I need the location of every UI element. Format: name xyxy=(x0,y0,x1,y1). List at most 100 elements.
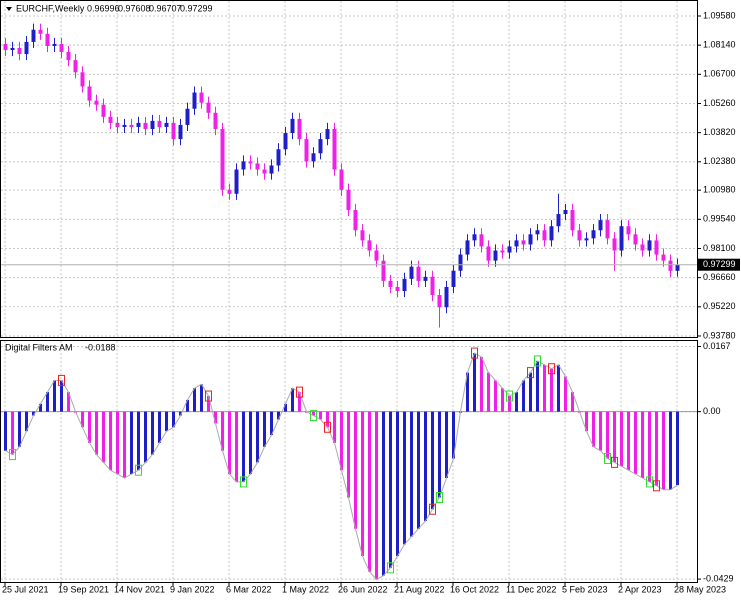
histogram-bar xyxy=(410,411,413,537)
menu-arrow xyxy=(6,7,12,11)
histogram-bar xyxy=(389,411,392,568)
histogram-bar xyxy=(466,372,469,412)
histogram-bar xyxy=(25,411,28,432)
candle-body xyxy=(668,260,673,271)
histogram-bar xyxy=(536,360,539,412)
x-tick-label: 6 Mar 2022 xyxy=(226,584,272,594)
histogram-bar xyxy=(102,411,105,463)
histogram-bar xyxy=(67,392,70,412)
histogram-bar xyxy=(599,411,602,451)
candle-body xyxy=(311,153,316,162)
histogram-bar xyxy=(375,411,378,580)
candle-body xyxy=(395,286,400,292)
candle-body xyxy=(66,52,71,61)
histogram-bar xyxy=(494,380,497,412)
candle-body xyxy=(507,246,512,253)
histogram-bar xyxy=(81,411,84,428)
histogram-bar xyxy=(613,411,616,463)
sell-signal xyxy=(324,421,331,433)
candle-body xyxy=(101,104,106,117)
histogram-bar xyxy=(452,411,455,459)
sell-signal xyxy=(527,367,534,379)
current-price-label: 0.97299 xyxy=(703,259,736,269)
buy-signal xyxy=(436,492,443,504)
candle-body xyxy=(164,122,169,127)
histogram-bar xyxy=(165,411,168,432)
candle-body xyxy=(367,240,372,251)
sell-signal xyxy=(548,363,555,375)
y-tick-label: 1.03820 xyxy=(703,127,736,137)
histogram-bar xyxy=(340,411,343,471)
y-tick-label: 0.99540 xyxy=(703,214,736,224)
histogram-bar xyxy=(326,411,329,428)
candle-body xyxy=(605,220,610,239)
candle-body xyxy=(262,169,267,174)
histogram-bar xyxy=(396,411,399,557)
candle-body xyxy=(234,169,239,194)
candle-body xyxy=(10,47,15,51)
candle-body xyxy=(178,124,183,140)
histogram-bar xyxy=(585,411,588,432)
candle-body xyxy=(451,270,456,287)
candle-body xyxy=(171,122,176,140)
histogram-bar xyxy=(333,411,336,443)
candle-body xyxy=(437,295,442,308)
histogram-bar xyxy=(207,396,210,412)
candle-body xyxy=(115,122,120,127)
symbol: EURCHF,Weekly xyxy=(16,3,85,13)
sell-signal xyxy=(429,503,436,515)
candle-body xyxy=(73,60,78,73)
candle-body xyxy=(346,189,351,211)
x-tick-label: 14 Nov 2021 xyxy=(114,584,165,594)
histogram-bar xyxy=(277,411,280,420)
candle-body xyxy=(143,122,148,129)
candle-body xyxy=(465,240,470,255)
x-tick-label: 1 May 2022 xyxy=(282,584,329,594)
y-tick-label: 1.08140 xyxy=(703,40,736,50)
x-tick-label: 28 May 2023 xyxy=(674,584,726,594)
candle-body xyxy=(584,238,589,241)
candle-body xyxy=(255,163,260,170)
buy-signal xyxy=(604,452,611,464)
candle-body xyxy=(31,29,36,42)
candle-body xyxy=(276,149,281,166)
y-tick-label: 0.93780 xyxy=(703,330,736,340)
sell-signal xyxy=(296,386,303,398)
buy-signal xyxy=(9,449,16,461)
histogram-bar xyxy=(515,392,518,412)
candle-body xyxy=(612,238,617,251)
y-tick-label: -0.0429 xyxy=(703,573,734,583)
x-tick-label: 11 Dec 2022 xyxy=(506,584,556,594)
buy-signal xyxy=(310,410,317,422)
histogram-bar xyxy=(669,411,672,490)
indicator-pane-border xyxy=(0,340,698,583)
histogram-bar xyxy=(354,411,357,529)
candle-body xyxy=(598,220,603,231)
candle-body xyxy=(3,43,8,51)
histogram-bar xyxy=(424,411,427,521)
histogram-bar xyxy=(522,380,525,412)
x-tick-label: 19 Sep 2021 xyxy=(58,584,109,594)
y-tick-label: 0.98100 xyxy=(703,243,736,253)
candle-body xyxy=(283,133,288,150)
candle-body xyxy=(640,244,645,251)
histogram-bar xyxy=(361,411,364,557)
histogram-bar xyxy=(543,364,546,412)
histogram-bar xyxy=(200,384,203,412)
histogram-bar xyxy=(172,411,175,428)
candle-body xyxy=(360,230,365,241)
x-tick-label: 21 Aug 2022 xyxy=(394,584,445,594)
candle-body xyxy=(297,118,302,140)
buy-signal xyxy=(646,476,653,488)
histogram-bar xyxy=(88,411,91,443)
y-tick-label: 1.09580 xyxy=(703,10,736,20)
candle-body xyxy=(528,234,533,245)
histogram-bar xyxy=(557,364,560,412)
candle-body xyxy=(80,72,85,87)
candle-body xyxy=(304,139,309,162)
candle-body xyxy=(549,226,554,241)
sell-signal xyxy=(58,374,65,386)
y-tick-label: 1.05260 xyxy=(703,98,736,108)
histogram-bar xyxy=(46,392,49,412)
